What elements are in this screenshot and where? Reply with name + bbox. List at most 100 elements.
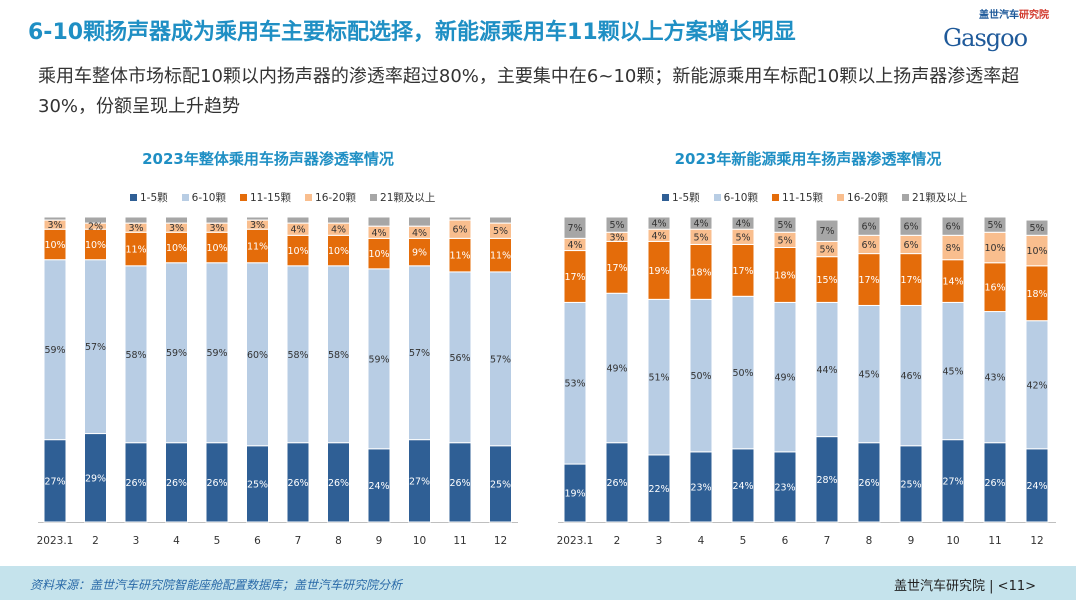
bar-segment	[983, 216, 1007, 233]
x-tick-label: 9	[376, 535, 383, 547]
x-tick-label: 3	[133, 535, 140, 547]
bar-segment	[43, 216, 67, 221]
data-label: 25%	[900, 479, 921, 490]
data-label: 58%	[287, 350, 308, 361]
bar-segment	[647, 216, 671, 230]
page-title: 6-10颗扬声器成为乘用车主要标配选择，新能源乘用车11颗以上方案增长明显	[28, 20, 796, 45]
x-tick-label: 12	[1030, 535, 1043, 547]
x-tick-label: 2	[92, 535, 99, 547]
chart-title-overall: 2023年整体乘用车扬声器渗透率情况	[142, 150, 394, 168]
data-label: 58%	[328, 350, 349, 361]
data-label: 5%	[693, 232, 708, 243]
data-label: 45%	[858, 370, 879, 381]
data-label: 9%	[412, 248, 427, 259]
data-label: 10%	[1026, 246, 1047, 257]
data-label: 5%	[819, 245, 834, 256]
data-label: 23%	[690, 482, 711, 493]
data-label: 2%	[88, 222, 103, 233]
page-number: <11>	[997, 579, 1036, 594]
data-label: 46%	[900, 371, 921, 382]
data-label: 17%	[858, 275, 879, 286]
data-label: 26%	[858, 478, 879, 489]
x-tick-label: 5	[214, 535, 221, 547]
data-label: 59%	[206, 348, 227, 359]
data-label: 6%	[861, 240, 876, 251]
bar-segment	[327, 216, 350, 224]
data-label: 24%	[732, 481, 753, 492]
data-label: 4%	[331, 225, 346, 236]
data-label: 11%	[449, 251, 470, 262]
data-label: 56%	[449, 353, 470, 364]
gasgoo-logo: 盖世汽车研究院 Gasgoo	[943, 10, 1049, 52]
data-label: 11%	[247, 241, 268, 252]
bar-segment	[899, 216, 923, 236]
data-label: 17%	[606, 263, 627, 274]
data-label: 3%	[209, 223, 224, 234]
data-label: 49%	[606, 363, 627, 374]
bar-segment	[246, 216, 269, 221]
bar-segment	[815, 219, 839, 242]
source-note: 资料来源：盖世汽车研究院智能座舱配置数据库；盖世汽车研究院分析	[30, 578, 403, 592]
data-label: 6%	[903, 240, 918, 251]
legend-item: 16-20颗	[837, 190, 888, 205]
x-tick-label: 5	[740, 535, 747, 547]
legend-item: 11-15颗	[240, 190, 291, 205]
legend-item: 6-10颗	[181, 190, 226, 205]
data-label: 26%	[606, 478, 627, 489]
data-label: 19%	[564, 489, 585, 500]
bar-segment	[165, 216, 188, 224]
data-label: 27%	[942, 476, 963, 487]
data-label: 14%	[942, 277, 963, 288]
footer-brand: 盖世汽车研究院 | <11>	[894, 579, 1036, 594]
data-label: 53%	[564, 379, 585, 390]
x-tick-label: 8	[335, 535, 342, 547]
bar-segment	[286, 216, 310, 224]
data-label: 26%	[328, 478, 349, 489]
data-label: 10%	[85, 240, 106, 251]
data-label: 5%	[735, 232, 750, 243]
data-label: 23%	[774, 482, 795, 493]
data-label: 3%	[169, 223, 184, 234]
data-label: 24%	[368, 481, 389, 492]
bar-segment	[605, 216, 629, 233]
data-label: 8%	[945, 243, 960, 254]
legend-nev: 1-5颗 6-10颗 11-15颗 16-20颗 21颗及以上	[662, 190, 967, 205]
bar-segment	[367, 216, 391, 227]
x-tick-label: 12	[494, 535, 507, 547]
legend-item: 1-5颗	[130, 190, 168, 205]
legend-item: 1-5颗	[662, 190, 700, 205]
bar-segment	[563, 216, 587, 239]
data-label: 10%	[166, 243, 187, 254]
legend-item: 6-10颗	[713, 190, 758, 205]
chart-overall: 27%59%10%3%2023.129%57%10%2%226%58%11%3%…	[37, 216, 518, 547]
data-label: 15%	[816, 275, 837, 286]
data-label: 28%	[816, 475, 837, 486]
data-label: 27%	[409, 476, 430, 487]
x-tick-label: 8	[866, 535, 873, 547]
x-tick-label: 2023.1	[37, 535, 74, 547]
data-label: 26%	[125, 478, 146, 489]
data-label: 27%	[44, 476, 65, 487]
x-tick-label: 4	[173, 535, 180, 547]
data-label: 5%	[493, 226, 508, 237]
bar-segment	[731, 216, 755, 230]
legend-item: 16-20颗	[305, 190, 356, 205]
bar-segment	[124, 216, 148, 224]
bar-segment	[408, 216, 431, 227]
data-label: 10%	[206, 243, 227, 254]
legend-item: 21颗及以上	[902, 190, 967, 205]
data-label: 49%	[774, 373, 795, 384]
data-label: 26%	[287, 478, 308, 489]
x-tick-label: 10	[413, 535, 426, 547]
data-label: 4%	[371, 228, 386, 239]
data-label: 26%	[984, 478, 1005, 489]
data-label: 3%	[47, 220, 62, 231]
data-label: 43%	[984, 373, 1005, 384]
data-label: 3%	[250, 220, 265, 231]
data-label: 57%	[490, 354, 511, 365]
bar-segment	[941, 216, 965, 236]
bar-segment	[689, 216, 713, 230]
data-label: 6%	[945, 222, 960, 233]
legend-overall: 1-5颗 6-10颗 11-15颗 16-20颗 21颗及以上	[130, 190, 435, 205]
data-label: 26%	[206, 478, 227, 489]
